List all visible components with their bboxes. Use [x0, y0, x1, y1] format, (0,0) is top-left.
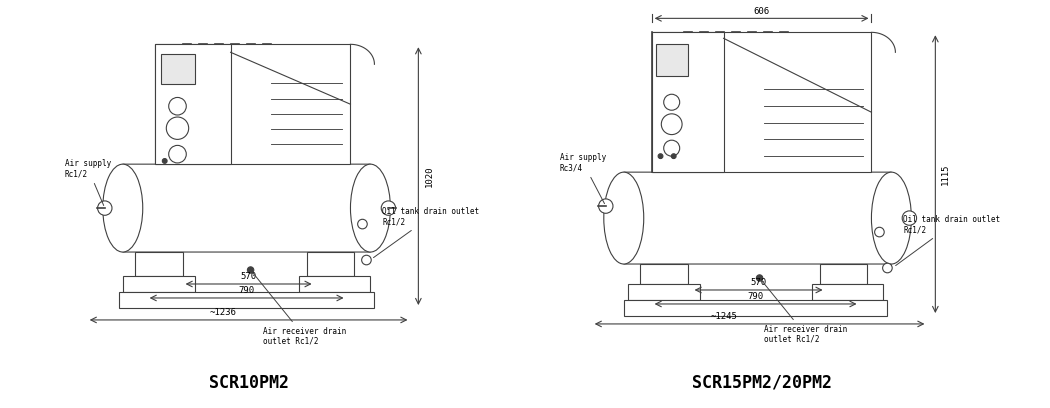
- Text: ~1245: ~1245: [710, 312, 737, 321]
- Bar: [652, 32, 723, 172]
- Text: Air receiver drain
outlet Rc1/2: Air receiver drain outlet Rc1/2: [252, 272, 345, 346]
- Text: 790: 790: [238, 286, 255, 295]
- Text: 570: 570: [751, 278, 766, 287]
- Bar: [639, 264, 688, 284]
- Bar: [812, 284, 883, 300]
- Text: 570: 570: [240, 272, 256, 281]
- Circle shape: [381, 201, 396, 215]
- Ellipse shape: [351, 164, 391, 252]
- Bar: [154, 44, 351, 164]
- Circle shape: [163, 159, 167, 163]
- Circle shape: [361, 255, 372, 265]
- Bar: [307, 252, 355, 276]
- Circle shape: [358, 219, 367, 229]
- Bar: [819, 264, 867, 284]
- Bar: [628, 284, 699, 300]
- FancyBboxPatch shape: [624, 172, 891, 264]
- Text: Air supply
Rc3/4: Air supply Rc3/4: [560, 153, 606, 204]
- Text: Air receiver drain
outlet Rc1/2: Air receiver drain outlet Rc1/2: [761, 280, 847, 344]
- Circle shape: [169, 145, 186, 163]
- Bar: [655, 44, 688, 76]
- Text: ~1236: ~1236: [209, 308, 236, 317]
- Circle shape: [98, 201, 112, 215]
- Text: SCR10PM2: SCR10PM2: [209, 374, 289, 392]
- Bar: [154, 44, 231, 164]
- Bar: [652, 32, 871, 172]
- Bar: [161, 54, 194, 84]
- Circle shape: [169, 98, 186, 115]
- Text: Oil tank drain outlet
Rc1/2: Oil tank drain outlet Rc1/2: [896, 215, 1001, 266]
- Circle shape: [883, 263, 892, 273]
- Text: SCR15PM2/20PM2: SCR15PM2/20PM2: [692, 374, 832, 392]
- Text: 606: 606: [754, 7, 770, 16]
- Bar: [134, 252, 183, 276]
- Circle shape: [248, 267, 254, 273]
- Text: 1020: 1020: [424, 165, 434, 187]
- Bar: [298, 276, 371, 292]
- Ellipse shape: [872, 172, 911, 264]
- Circle shape: [664, 140, 679, 156]
- FancyBboxPatch shape: [123, 164, 371, 252]
- Circle shape: [598, 199, 613, 213]
- Ellipse shape: [103, 164, 143, 252]
- Text: 1115: 1115: [942, 163, 950, 185]
- Text: 790: 790: [748, 292, 763, 301]
- Bar: [123, 276, 194, 292]
- Text: Oil tank drain outlet
Rc1/2: Oil tank drain outlet Rc1/2: [374, 207, 480, 257]
- Circle shape: [875, 227, 884, 237]
- Circle shape: [664, 94, 679, 110]
- Circle shape: [662, 114, 682, 135]
- Circle shape: [756, 275, 762, 281]
- Bar: [624, 300, 887, 316]
- Circle shape: [902, 211, 917, 225]
- Text: Air supply
Rc1/2: Air supply Rc1/2: [65, 159, 111, 206]
- Circle shape: [671, 154, 676, 159]
- Ellipse shape: [604, 172, 644, 264]
- Circle shape: [166, 117, 189, 140]
- Circle shape: [658, 154, 663, 159]
- Bar: [119, 292, 375, 308]
